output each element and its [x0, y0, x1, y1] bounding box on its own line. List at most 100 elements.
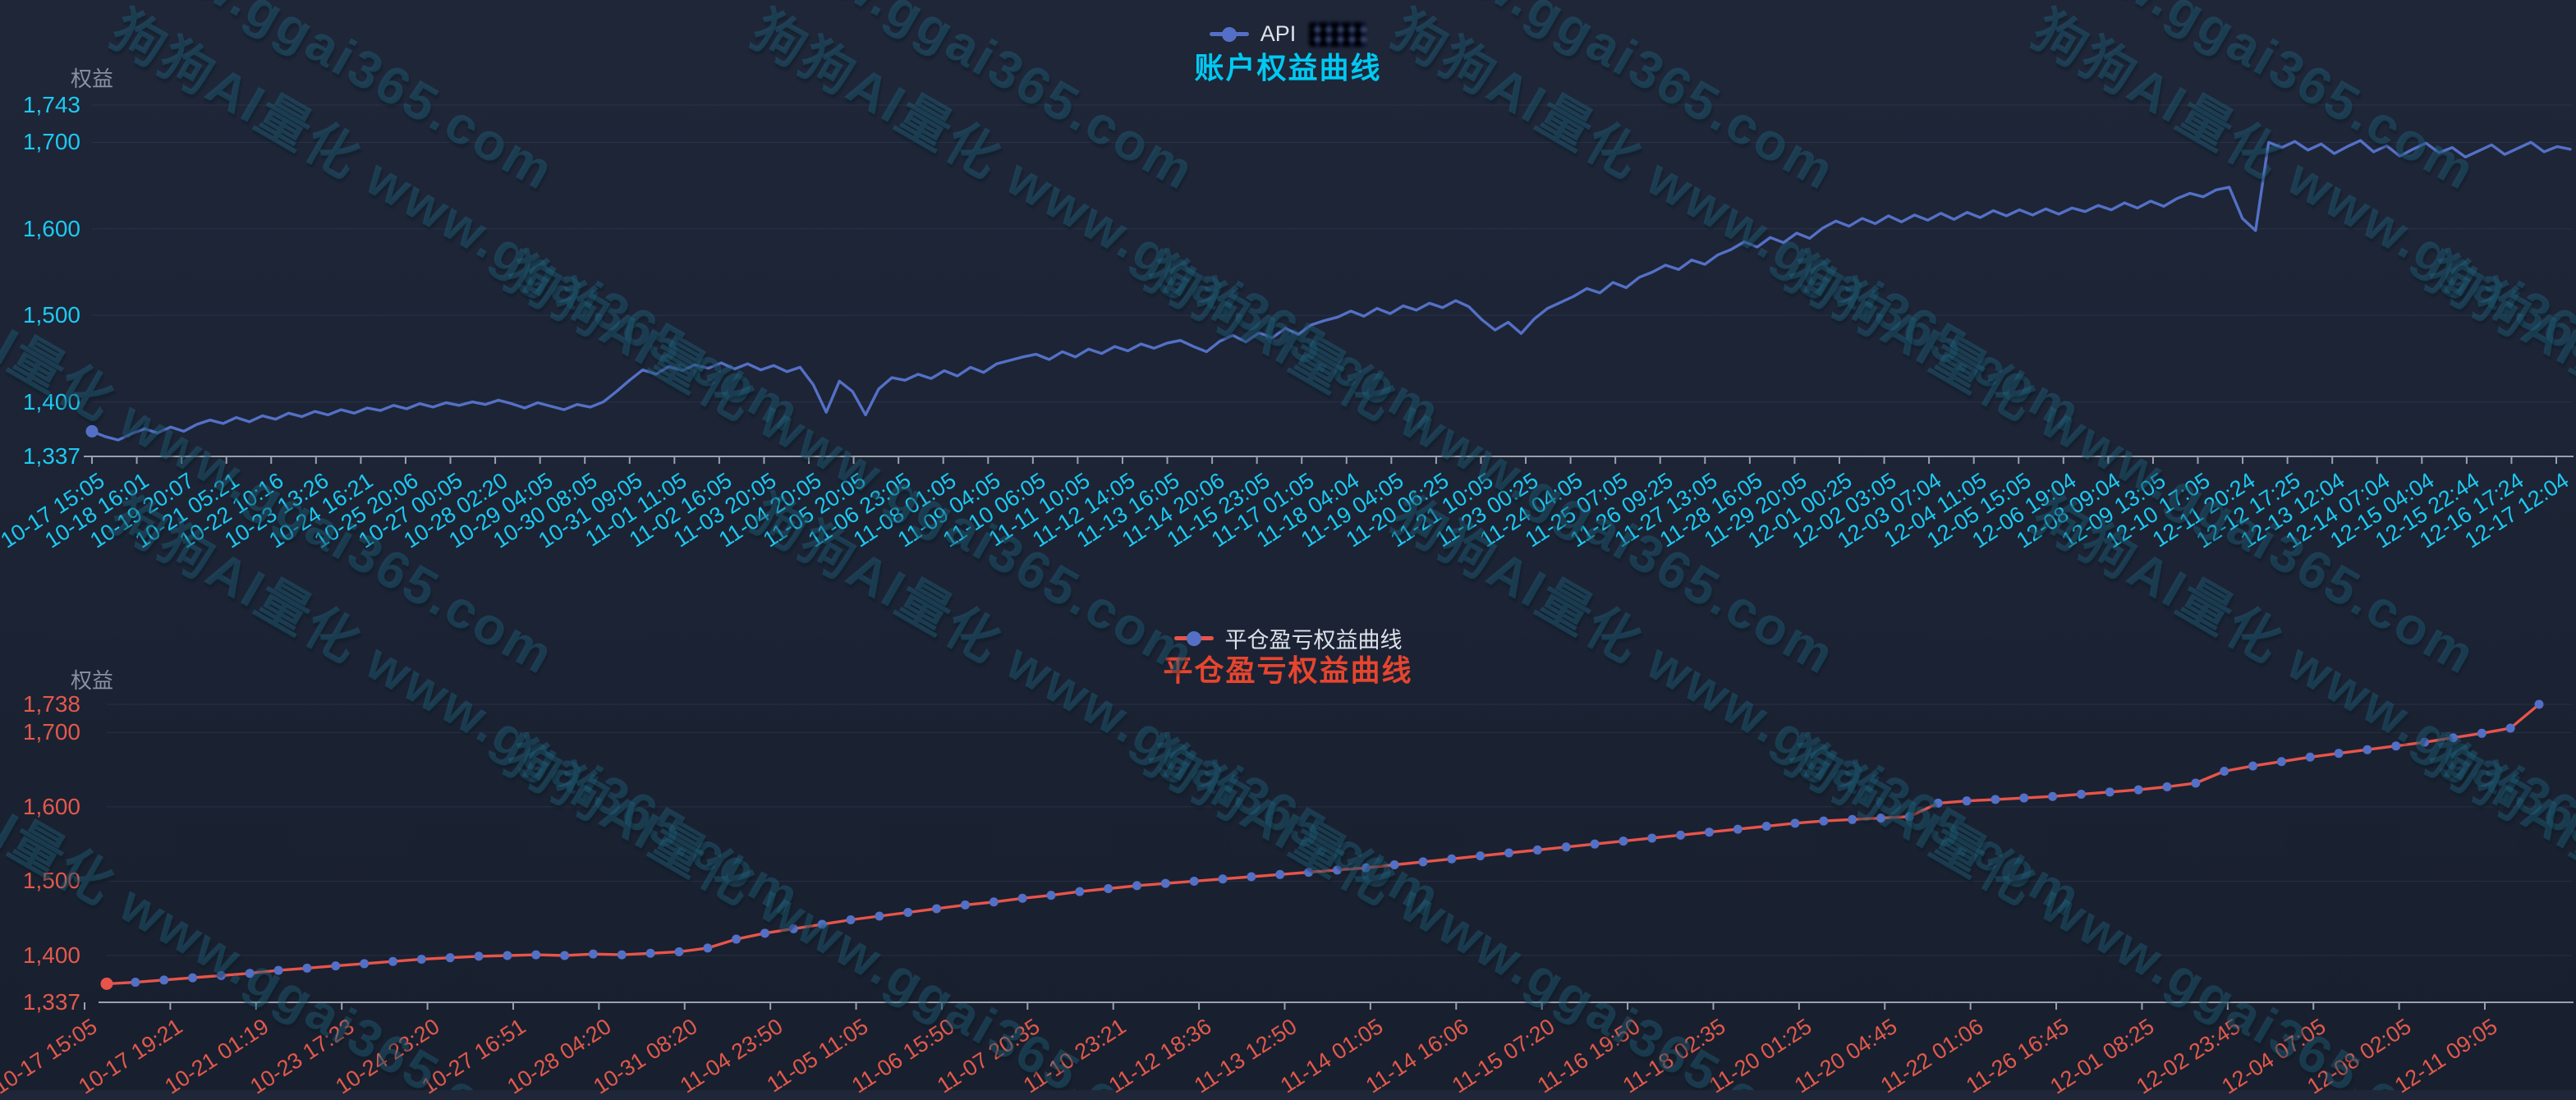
- data-point-marker: [1561, 842, 1571, 852]
- data-point-marker: [1933, 798, 1943, 808]
- data-point-marker: [1647, 833, 1657, 843]
- legend-dot-icon: [1186, 630, 1201, 646]
- data-point-marker: [903, 907, 913, 917]
- data-point-marker: [2534, 699, 2544, 709]
- data-point-marker: [1962, 796, 1972, 806]
- data-point-marker: [817, 919, 827, 929]
- data-point-marker: [1332, 865, 1342, 875]
- data-point-marker: [960, 900, 970, 910]
- chart-title-account-equity: 账户权益曲线: [1194, 51, 1382, 85]
- legend-account-equity[interactable]: API: [0, 21, 2576, 47]
- data-point-marker: [1676, 830, 1686, 840]
- data-point-marker: [1532, 845, 1542, 855]
- data-point-marker: [2334, 749, 2344, 759]
- data-point-marker: [2220, 766, 2229, 776]
- y-axis-name: 权益: [70, 66, 113, 91]
- data-point-marker: [416, 954, 426, 964]
- data-point-marker: [2191, 778, 2201, 788]
- data-point-marker: [1046, 891, 1056, 901]
- data-point-marker: [989, 897, 999, 907]
- data-point-marker: [1361, 863, 1371, 873]
- data-point-marker: [331, 961, 341, 971]
- data-point-marker: [131, 978, 140, 988]
- data-point-marker: [245, 969, 255, 979]
- data-point-marker: [1619, 836, 1628, 846]
- data-point-marker: [273, 965, 283, 975]
- legend-label: 平仓盈亏权益曲线: [1224, 628, 1403, 653]
- data-point-marker: [588, 949, 598, 959]
- data-point-marker: [1848, 814, 1857, 824]
- data-point-marker: [2420, 737, 2430, 747]
- data-point-marker: [645, 948, 655, 958]
- data-point-marker: [360, 959, 370, 969]
- first-point-marker: [100, 977, 113, 990]
- data-point-marker: [1160, 878, 1170, 888]
- data-point-marker: [2048, 791, 2058, 801]
- data-point-marker: [1704, 827, 1714, 837]
- data-point-marker: [846, 915, 856, 925]
- legend-dot-icon: [1221, 26, 1237, 42]
- data-point-marker: [2105, 787, 2115, 797]
- data-point-marker: [932, 904, 942, 914]
- data-point-marker: [703, 943, 713, 953]
- data-point-marker: [2362, 745, 2372, 754]
- series-line-account-equity-curve: [90, 139, 2572, 442]
- legend-line-marker-icon: [1173, 630, 1214, 646]
- data-point-marker: [1075, 887, 1085, 896]
- data-point-marker: [1819, 816, 1829, 826]
- data-point-marker: [760, 928, 769, 938]
- data-point-marker: [875, 911, 884, 921]
- data-point-marker: [1991, 795, 2000, 804]
- data-point-marker: [1761, 821, 1771, 831]
- data-point-marker: [1304, 868, 1314, 878]
- data-point-marker: [188, 973, 198, 983]
- data-point-marker: [617, 950, 627, 960]
- first-point-marker: [85, 424, 99, 438]
- data-point-marker: [2248, 761, 2258, 771]
- data-point-marker: [2276, 757, 2286, 767]
- data-point-marker: [1218, 874, 1228, 884]
- data-point-marker: [2477, 728, 2486, 738]
- data-point-marker: [2391, 741, 2401, 751]
- legend-redacted-mosaic: [1309, 21, 1367, 47]
- chart-title-closed-pnl: 平仓盈亏权益曲线: [1163, 653, 1413, 687]
- data-point-marker: [1275, 869, 1285, 879]
- data-point-marker: [2448, 733, 2458, 743]
- data-point-marker: [531, 950, 541, 960]
- data-point-marker: [1790, 818, 1800, 828]
- data-point-marker: [1733, 824, 1743, 834]
- data-point-marker: [560, 951, 570, 960]
- data-point-marker: [674, 946, 684, 956]
- data-point-marker: [2133, 785, 2143, 795]
- data-point-marker: [1590, 839, 1600, 849]
- data-point-marker: [732, 934, 742, 944]
- data-point-marker: [1104, 883, 1114, 893]
- data-point-marker: [1132, 881, 1141, 891]
- data-point-marker: [302, 963, 312, 973]
- data-point-marker: [2305, 752, 2315, 762]
- legend-label: API: [1260, 21, 1297, 46]
- data-point-marker: [2076, 790, 2086, 800]
- legend-line-marker-icon: [1209, 26, 1249, 42]
- data-point-marker: [159, 975, 169, 985]
- data-point-marker: [388, 956, 397, 966]
- data-point-marker: [474, 951, 484, 961]
- data-point-marker: [1247, 872, 1256, 882]
- data-point-marker: [1017, 893, 1027, 903]
- data-point-marker: [1447, 854, 1457, 864]
- data-point-marker: [1389, 860, 1399, 870]
- data-point-marker: [216, 970, 226, 980]
- data-point-marker: [445, 953, 455, 963]
- data-point-marker: [1876, 814, 1886, 823]
- data-point-marker: [1904, 812, 1914, 822]
- data-point-marker: [1504, 848, 1514, 858]
- y-axis-name: 权益: [70, 668, 113, 693]
- legend-closed-pnl[interactable]: 平仓盈亏权益曲线: [0, 622, 2576, 654]
- data-point-marker: [1418, 857, 1428, 867]
- data-point-marker: [503, 951, 512, 960]
- data-point-marker: [2162, 781, 2172, 791]
- data-point-marker: [2019, 793, 2029, 803]
- data-point-marker: [1476, 851, 1485, 861]
